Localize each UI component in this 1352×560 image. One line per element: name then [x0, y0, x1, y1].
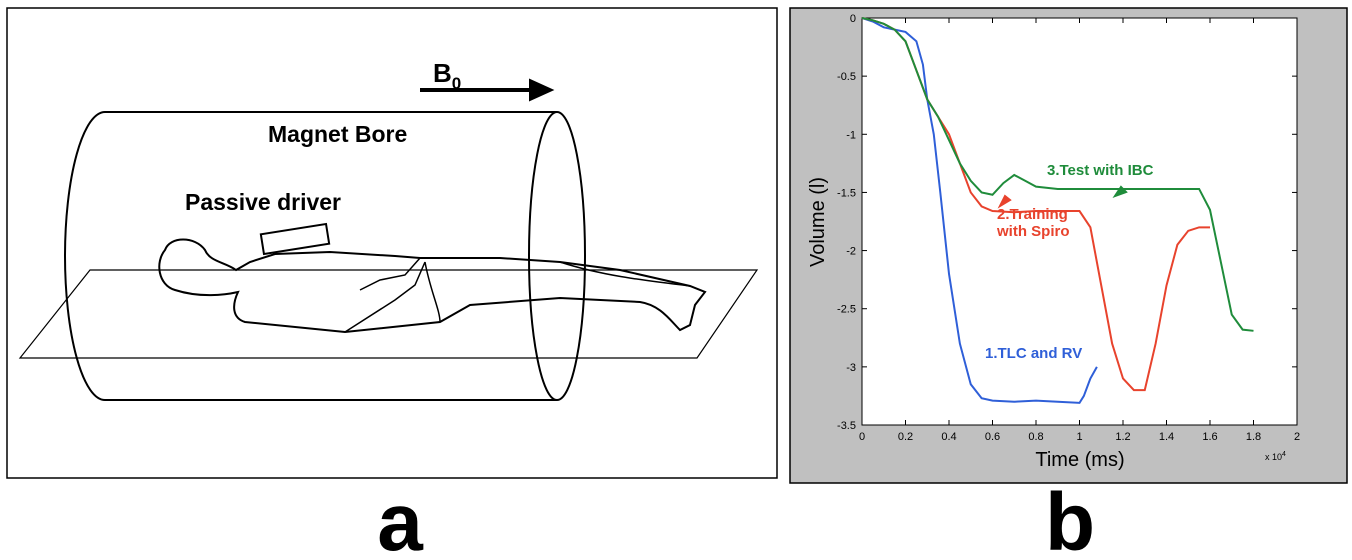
series-line [861, 17, 1254, 332]
bore-left [64, 111, 106, 401]
y-tick-label: 0 [850, 13, 856, 25]
x-tick-label: 1 [1076, 431, 1082, 443]
y-axis-label: Volume (l) [807, 177, 829, 267]
panel-label: b [1045, 477, 1095, 560]
y-tick-label: -1.5 [837, 187, 856, 199]
y-tick-label: -2.5 [837, 304, 856, 316]
driver-label: Passive driver [185, 189, 341, 215]
passive-driver [259, 222, 331, 256]
y-tick-label: -3 [846, 362, 856, 374]
y-tick-label: -0.5 [837, 71, 856, 83]
x-tick-label: 1.4 [1159, 431, 1174, 443]
x-tick-label: 0.2 [898, 431, 913, 443]
body [158, 238, 707, 334]
field-symbol: B [433, 58, 452, 88]
series-label: 1.TLC and RV [985, 345, 1083, 362]
scanner-diagram [6, 7, 778, 479]
arrow-red [997, 194, 1012, 209]
series-label: 3.Test with IBC [1047, 162, 1154, 179]
y-tick-label: -2 [846, 246, 856, 258]
panel-label: a [377, 477, 424, 560]
table [18, 269, 759, 359]
series-label: 2.Training with Spiro [997, 206, 1070, 240]
panel-frame [6, 7, 778, 479]
y-tick-label: -3.5 [837, 420, 856, 432]
field-subscript: 0 [452, 74, 461, 93]
y-tick-label: -1 [846, 129, 856, 141]
x-tick-label: 1.2 [1115, 431, 1130, 443]
multiplier-base: x 10 [1265, 452, 1282, 462]
multiplier-exponent: 4 [1282, 451, 1286, 458]
series-line [861, 17, 1098, 404]
x-axis-label: Time (ms) [1035, 449, 1124, 471]
field-label: B0 [433, 58, 461, 93]
x-tick-label: 0.8 [1028, 431, 1043, 443]
x-tick-label: 0 [859, 431, 865, 443]
field-arrowhead [529, 78, 555, 102]
x-tick-label: 1.6 [1202, 431, 1217, 443]
x-multiplier: x 104 [1265, 451, 1286, 462]
x-tick-label: 1.8 [1246, 431, 1261, 443]
x-tick-label: 2 [1294, 431, 1300, 443]
body-detail [344, 257, 691, 333]
bore-end [528, 111, 586, 401]
x-tick-label: 0.6 [985, 431, 1000, 443]
x-tick-label: 0.4 [941, 431, 956, 443]
bore-label: Magnet Bore [268, 121, 407, 147]
